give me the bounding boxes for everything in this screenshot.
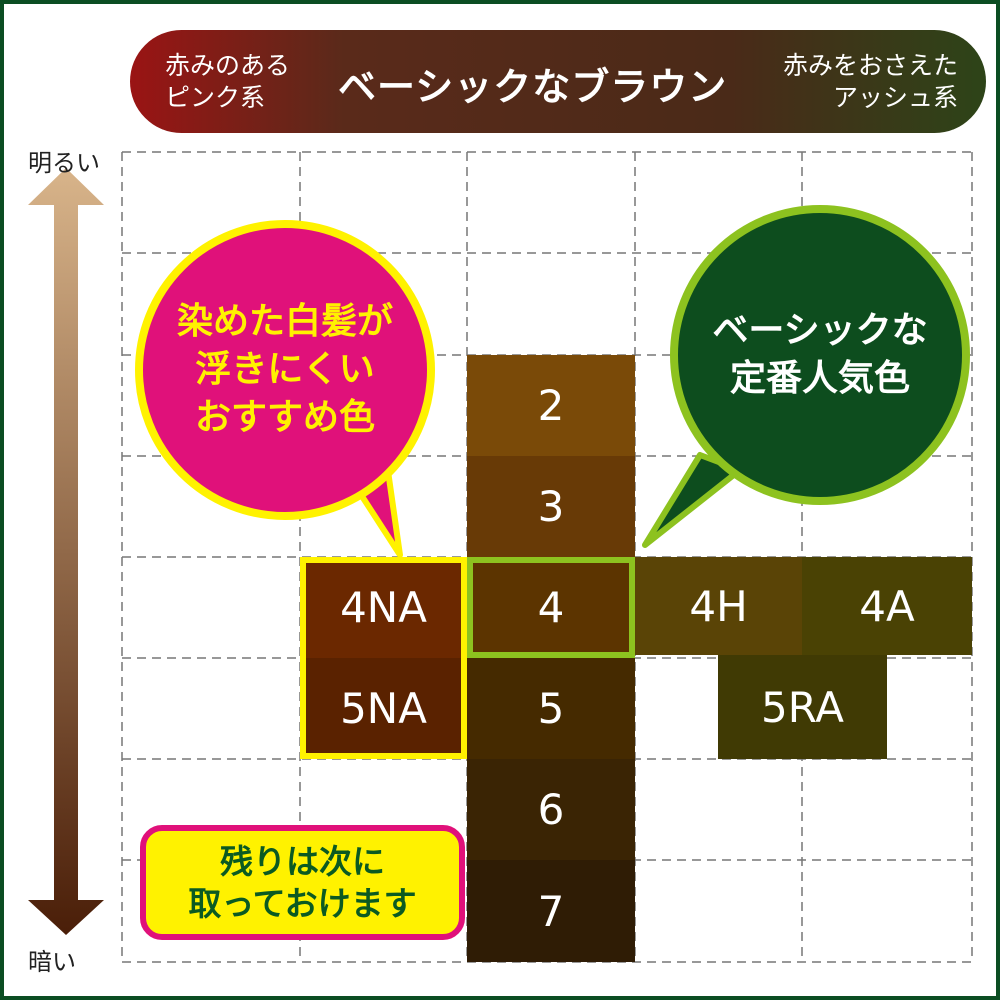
swatch-5NA: 5NA [300, 658, 467, 759]
swatch-3: 3 [467, 456, 635, 557]
swatch-5RA: 5RA [718, 655, 887, 759]
swatch-7: 7 [467, 860, 635, 962]
banner-reddish-pink: 赤みのある ピンク系 [165, 51, 291, 112]
banner-basic-brown: ベーシックなブラウン [338, 65, 728, 109]
keep-rest-note: 残りは次に 取っておけます [140, 825, 465, 940]
swatch-4A: 4A [802, 557, 972, 655]
swatch-2: 2 [467, 355, 635, 456]
pink-recommend-bubble: 染めた白髪が 浮きにくい おすすめ色 [135, 220, 435, 520]
swatch-5: 5 [467, 658, 635, 759]
swatch-4: 4 [467, 557, 635, 658]
banner-ash: 赤みをおさえた アッシュ系 [782, 51, 958, 112]
axis-label-dark: 暗い [28, 948, 76, 976]
popular-highlight [467, 557, 635, 658]
axis-label-bright: 明るい [28, 149, 100, 177]
tone-banner: 赤みのある ピンク系 ベーシックなブラウン 赤みをおさえた アッシュ系 [130, 30, 986, 133]
swatch-4NA: 4NA [300, 557, 467, 658]
brightness-arrow [28, 168, 104, 935]
recommended-highlight [300, 557, 467, 759]
green-popular-bubble: ベーシックな 定番人気色 [670, 205, 970, 505]
swatch-4H: 4H [635, 557, 802, 655]
swatch-6: 6 [467, 759, 635, 860]
